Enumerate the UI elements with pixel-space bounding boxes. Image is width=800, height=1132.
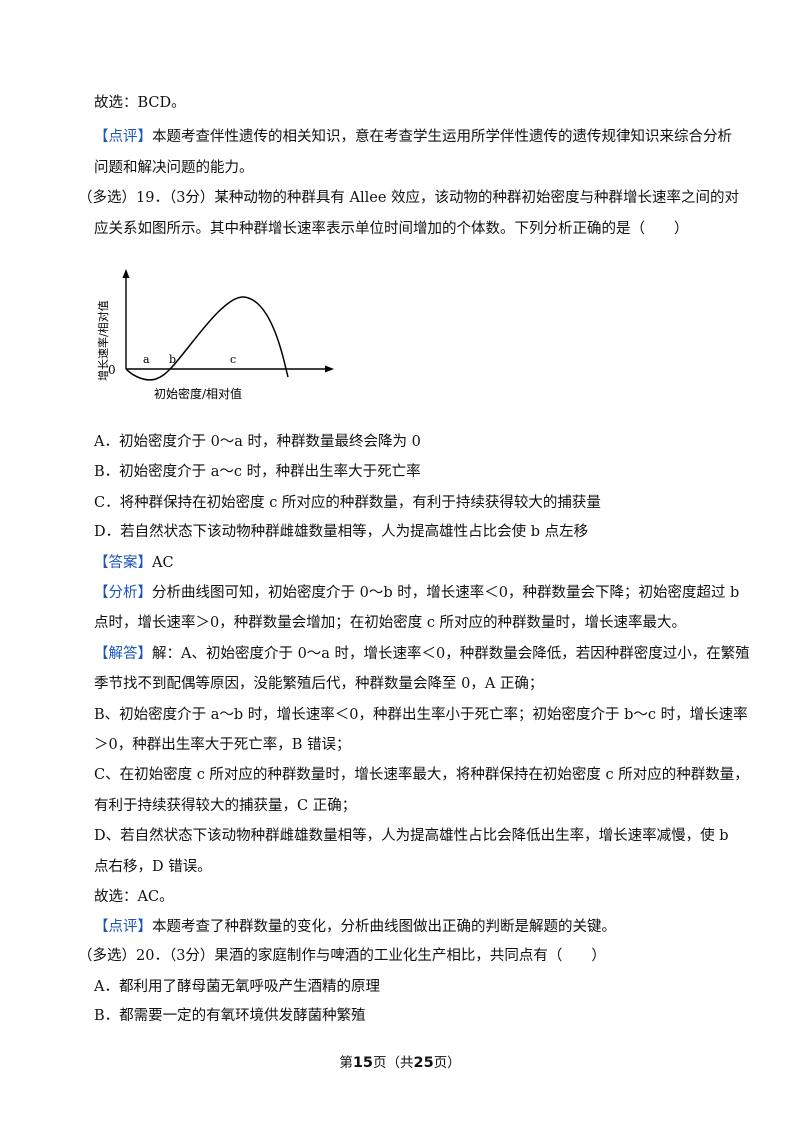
origin-label: 0 xyxy=(108,363,116,377)
q19-option-c: C．将种群保持在初始密度 c 所对应的种群数量，有利于持续获得较大的捕获量 xyxy=(94,495,601,511)
q19-solution-line1: 【解答】解：A、初始密度介于 0～a 时，增长速率＜0，种群数量会降低，若因种群… xyxy=(94,644,750,664)
analysis-text: 分析曲线图可知，初始密度介于 0～b 时，增长速率＜0，种群数量会下降；初始密度… xyxy=(152,585,740,601)
q19-stem-line2: 应关系如图所示。其中种群增长速率表示单位时间增加的个体数。下列分析正确的是（ ） xyxy=(94,221,689,237)
comment-text: 本题考查了种群数量的变化，分析曲线图做出正确的判断是解题的关键。 xyxy=(152,919,616,935)
point-c-label: c xyxy=(230,353,236,366)
x-axis-label: 初始密度/相对值 xyxy=(154,386,242,401)
q19-solution-line7: D、若自然状态下该动物种群雌雄数量相等，人为提高雄性占比会降低出生率，增长速率减… xyxy=(94,828,729,844)
solution-tag: 【解答】 xyxy=(94,646,152,662)
q19-stem-line1: （多选）19．（3分）某种动物的种群具有 Allee 效应，该动物的种群初始密度… xyxy=(78,190,740,206)
q19-analysis-line2: 点时，增长速率＞0，种群数量会增加；在初始密度 c 所对应的种群数量时，增长速率… xyxy=(94,615,687,631)
q20-option-b: B．都需要一定的有氧环境供发酵菌种繁殖 xyxy=(94,1008,366,1024)
q19-graph: 0 a b c 初始密度/相对值 增长速率/相对值 xyxy=(96,269,334,401)
q20-option-a: A．都利用了酵母菌无氧呼吸产生酒精的原理 xyxy=(94,979,380,995)
comment-tag: 【点评】 xyxy=(94,919,152,935)
answer-text: AC xyxy=(152,555,174,571)
q19-solution-line8: 点右移，D 错误。 xyxy=(94,859,212,875)
footer-total-pages: 25 xyxy=(413,1055,434,1071)
q19-analysis-line1: 【分析】分析曲线图可知，初始密度介于 0～b 时，增长速率＜0，种群数量会下降；… xyxy=(94,583,739,603)
q19-solution-line6: 有利于持续获得较大的捕获量，C 正确； xyxy=(94,798,357,814)
point-b-label: b xyxy=(169,353,176,366)
q19-option-d: D．若自然状态下该动物种群雌雄数量相等，人为提高雄性占比会使 b 点左移 xyxy=(94,524,589,540)
y-axis-label: 增长速率/相对值 xyxy=(96,300,110,381)
q19-solution-line2: 季节找不到配偶等原因，没能繁殖后代，种群数量会降至 0，A 正确； xyxy=(94,676,544,692)
q19-option-b: B．初始密度介于 a～c 时，种群出生率大于死亡率 xyxy=(94,464,421,480)
growth-rate-curve xyxy=(125,296,289,381)
q19-solution-line3: B、初始密度介于 a～b 时，增长速率＜0，种群出生率小于死亡率；初始密度介于 … xyxy=(94,707,748,723)
q19-solution-line4: ＞0，种群出生率大于死亡率，B 错误； xyxy=(94,737,351,753)
comment-text: 本题考查伴性遗传的相关知识，意在考查学生运用所学伴性遗传的遗传规律知识来综合分析 xyxy=(152,129,732,145)
q19-conclusion: 故选：AC。 xyxy=(94,889,174,905)
prev-conclusion: 故选：BCD。 xyxy=(94,95,186,111)
page-footer: 第15页（共25页） xyxy=(0,1051,800,1071)
comment-tag: 【点评】 xyxy=(94,129,152,145)
q19-answer: 【答案】AC xyxy=(94,553,174,573)
q20-stem: （多选）20．（3分）果酒的家庭制作与啤酒的工业化生产相比，共同点有（ ） xyxy=(78,948,606,964)
footer-mid: 页（共 xyxy=(373,1055,414,1071)
q19-solution-line5: C、在初始密度 c 所对应的种群数量时，增长速率最大，将种群保持在初始密度 c … xyxy=(94,767,749,783)
analysis-tag: 【分析】 xyxy=(94,585,152,601)
prev-comment-line2: 问题和解决问题的能力。 xyxy=(94,160,254,176)
answer-tag: 【答案】 xyxy=(94,555,152,571)
point-a-label: a xyxy=(143,353,150,366)
footer-prefix: 第 xyxy=(339,1055,353,1071)
solution-text: 解：A、初始密度介于 0～a 时，增长速率＜0，种群数量会降低，若因种群密度过小… xyxy=(152,646,750,662)
y-axis-arrow xyxy=(122,269,130,278)
footer-suffix: 页） xyxy=(433,1055,461,1071)
q19-comment: 【点评】本题考查了种群数量的变化，分析曲线图做出正确的判断是解题的关键。 xyxy=(94,917,616,937)
x-axis-arrow xyxy=(325,365,334,373)
prev-comment-line1: 【点评】本题考查伴性遗传的相关知识，意在考查学生运用所学伴性遗传的遗传规律知识来… xyxy=(94,127,732,147)
footer-page-number: 15 xyxy=(352,1055,373,1071)
q19-option-a: A．初始密度介于 0～a 时，种群数量最终会降为 0 xyxy=(94,434,421,450)
